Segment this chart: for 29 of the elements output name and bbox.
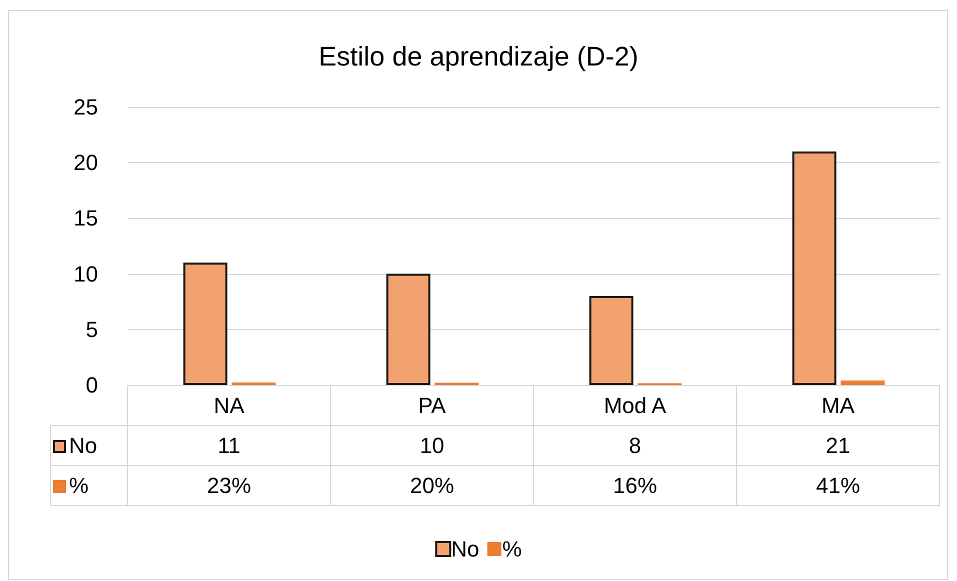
y-tick-label: 5 — [86, 316, 98, 342]
bar — [792, 151, 836, 385]
data-label: 8 — [534, 426, 736, 466]
bar — [232, 382, 276, 385]
text: % — [69, 472, 89, 498]
data-label: 23% — [128, 466, 330, 506]
bar — [183, 262, 228, 385]
x-tick-label: MA — [736, 386, 940, 426]
data-label: 10 — [330, 426, 534, 466]
data-label: 20% — [330, 466, 534, 506]
chart-title: Estilo de aprendizaje (D-2) — [318, 42, 638, 72]
bar — [589, 296, 634, 385]
y-tick-label: 10 — [74, 261, 98, 286]
text: No — [451, 536, 480, 562]
bar — [840, 380, 885, 385]
x-tick-label: PA — [330, 386, 534, 426]
x-tick-label: NA — [128, 386, 330, 426]
data-label: 16% — [534, 466, 736, 506]
legend-label: No — [50, 426, 128, 466]
data-label: 21 — [736, 426, 940, 466]
y-tick-label: 15 — [74, 206, 98, 231]
data-label: 41% — [736, 466, 940, 506]
y-tick-label: 0 — [86, 372, 98, 398]
y-tick-label: 20 — [74, 150, 98, 176]
y-tick-label: 25 — [74, 94, 98, 120]
data-label: 11 — [128, 426, 330, 466]
bar — [386, 274, 430, 385]
x-tick-label: Mod A — [534, 386, 736, 426]
legend-label: % — [502, 536, 522, 562]
